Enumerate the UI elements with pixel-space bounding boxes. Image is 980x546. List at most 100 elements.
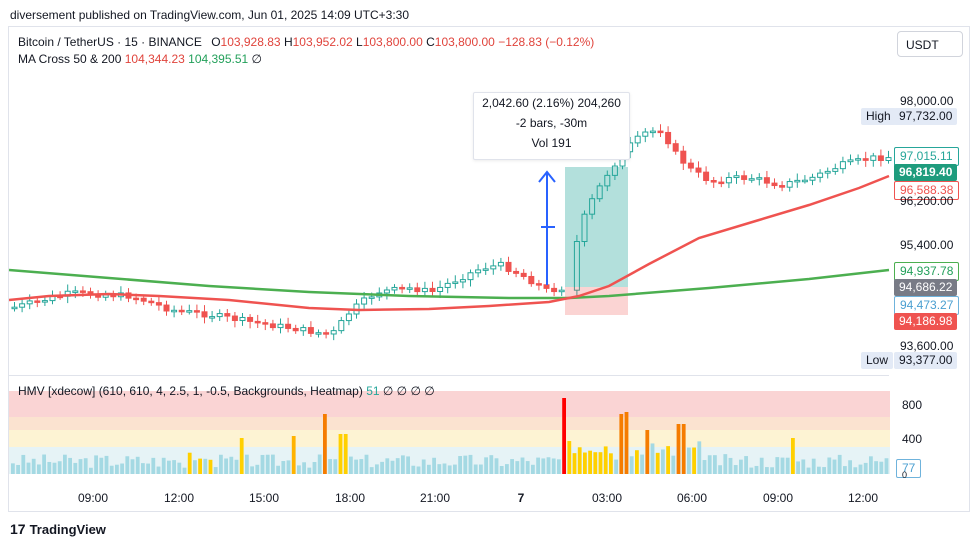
candles-group <box>11 124 892 341</box>
hmv-volume-bar <box>395 458 400 474</box>
candle-body <box>482 268 489 271</box>
hmv-volume-bar <box>588 450 592 474</box>
price-badge-94686: 94,686.22 <box>894 279 958 296</box>
open-label: O <box>211 35 221 49</box>
hmv-volume-bar <box>89 467 93 474</box>
currency-button[interactable]: USDT <box>897 31 963 57</box>
candle-body <box>703 171 710 182</box>
candle-body <box>847 159 854 163</box>
change-value: −128.83 (−0.12%) <box>498 35 595 49</box>
hmv-volume-bar <box>416 466 421 474</box>
hmv-volume-bar <box>21 454 26 474</box>
hmv-volume-bar <box>317 454 322 474</box>
last-price-badge: 96,819.40 <box>894 164 958 181</box>
candle-body <box>148 300 155 304</box>
hmv-volume-bar <box>479 464 483 474</box>
hmv-volume-bar <box>328 459 332 474</box>
low-price-badge: 93,377.00 <box>894 352 958 369</box>
hmv-volume-bar <box>37 464 41 474</box>
hmv-volume-bar <box>531 464 535 474</box>
hmv-bars <box>11 398 889 474</box>
chart-frame <box>8 26 970 512</box>
candle-body <box>513 270 520 274</box>
ma200-badge: 94,937.78 <box>894 262 960 281</box>
symbol-name[interactable]: Bitcoin / TetherUS · 15 · BINANCE <box>18 35 202 49</box>
hmv-legend[interactable]: HMV [xdecow] (610, 610, 4, 2.5, 1, -0.5,… <box>18 384 435 398</box>
hmv-volume-bar <box>177 462 182 474</box>
time-tick: 18:00 <box>334 491 366 505</box>
hmv-volume-bar <box>239 438 244 474</box>
hmv-volume-bar <box>754 465 759 474</box>
candle-body <box>391 286 398 291</box>
candle-body <box>505 261 512 272</box>
hmv-volume-bar <box>681 424 686 474</box>
hmv-label[interactable]: HMV [xdecow] (610, 610, 4, 2.5, 1, -0.5,… <box>18 384 363 398</box>
time-tick: 03:00 <box>591 491 623 505</box>
ma-label[interactable]: MA Cross 50 & 200 <box>18 52 122 66</box>
price-badge-94473: 94,473.27 <box>894 296 960 315</box>
hmv-volume-bar <box>312 462 317 474</box>
candle-body <box>262 322 269 325</box>
hmv-volume-bar <box>161 457 166 474</box>
hmv-volume-bar <box>687 447 691 474</box>
pane-separator[interactable] <box>9 375 889 376</box>
low-badge: Low <box>861 352 894 369</box>
hmv-volume-bar <box>791 438 795 474</box>
hmv-volume-bar <box>323 414 327 474</box>
measure-loss-zone <box>565 287 628 315</box>
hmv-volume-bar <box>390 460 395 474</box>
candle-body <box>459 279 466 283</box>
measure-line-3: Vol 191 <box>531 136 572 150</box>
hmv-volume-bar <box>208 459 213 474</box>
symbol-legend[interactable]: Bitcoin / TetherUS · 15 · BINANCE O103,9… <box>18 35 594 49</box>
candle-body <box>133 297 140 301</box>
ma50-line <box>9 174 890 312</box>
hmv-band-orange <box>9 417 890 430</box>
hmv-volume-bar <box>624 412 629 474</box>
hmv-volume-bar <box>614 459 618 474</box>
price-tick-98000: 98,000.00 <box>900 94 954 108</box>
hmv-volume-bar <box>224 458 228 474</box>
hmv-volume-bar <box>874 461 878 474</box>
hmv-volume-bar <box>635 450 639 474</box>
hmv-volume-bar <box>193 460 197 474</box>
hmv-volume-bar <box>515 461 520 474</box>
candle-body <box>771 182 778 187</box>
candle-body <box>171 309 178 313</box>
hmv-volume-bar <box>333 459 338 474</box>
ma-legend[interactable]: MA Cross 50 & 200 104,344.23 104,395.51 … <box>18 52 262 66</box>
hmv-volume-bar <box>16 464 20 474</box>
candle-body <box>490 265 497 270</box>
hmv-volume-bar <box>811 458 816 474</box>
close-value: 103,800.00 <box>434 35 495 49</box>
hmv-volume-bar <box>338 434 343 474</box>
hmv-pane[interactable] <box>9 377 893 477</box>
hmv-volume-bar <box>276 465 280 474</box>
candle-body <box>710 180 717 183</box>
ma200-line <box>9 268 890 300</box>
price-chart[interactable] <box>9 60 893 376</box>
tradingview-logo-icon: 17 <box>10 521 26 537</box>
hmv-volume-bar <box>489 455 494 474</box>
hmv-volume-bar <box>583 452 587 474</box>
hmv-volume-bar <box>359 459 364 474</box>
hmv-volume-bar <box>291 436 296 474</box>
hmv-volume-bar <box>198 458 202 474</box>
candle-body <box>315 332 322 335</box>
candle-body <box>855 158 862 161</box>
hmv-volume-bar <box>141 463 145 474</box>
candle-body <box>41 300 48 303</box>
candle-body <box>832 168 839 172</box>
low-label: L <box>356 35 363 49</box>
hmv-volume-bar <box>713 455 717 474</box>
hmv-volume-bar <box>401 455 405 474</box>
hmv-volume-bar <box>343 434 348 474</box>
hmv-volume-bar <box>723 454 728 474</box>
hmv-volume-bar <box>692 447 696 474</box>
tradingview-logo[interactable]: 17 TradingView <box>10 521 106 537</box>
candle-body <box>338 320 345 332</box>
candle-body <box>421 287 428 293</box>
hmv-volume-bar <box>796 461 800 474</box>
hmv-tick-400: 400 <box>902 432 923 446</box>
hmv-volume-bar <box>411 465 416 474</box>
